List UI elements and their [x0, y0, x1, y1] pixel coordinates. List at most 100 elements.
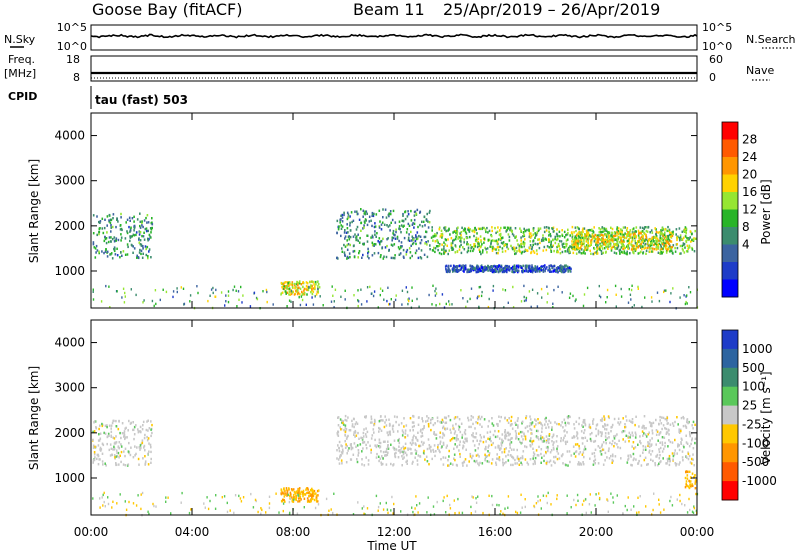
velocity-cell [476, 439, 478, 442]
velocity-cell [424, 458, 426, 461]
velocity-cell [608, 436, 610, 439]
velocity-cell [690, 484, 692, 488]
velocity-cell [398, 441, 401, 445]
power-cell [630, 298, 632, 301]
velocity-cell [403, 456, 405, 459]
power-cell [495, 231, 497, 235]
power-cell [476, 245, 479, 249]
velocity-cell [380, 429, 383, 432]
noise-panel: 10^5 10^0 10^5 10^0 [57, 21, 732, 53]
power-cell [378, 209, 381, 212]
power-cell [452, 248, 455, 251]
power-cell [642, 241, 645, 245]
power-cell [287, 284, 289, 287]
velocity-cell [293, 498, 295, 501]
velocity-cell [510, 448, 513, 451]
power-cell [508, 235, 511, 239]
power-cell [495, 248, 497, 251]
power-cell [683, 294, 685, 297]
power-cell [364, 213, 367, 216]
velocity-cell [597, 432, 600, 435]
power-cell [139, 248, 141, 252]
velocity-cell [97, 444, 100, 447]
velocity-cell [586, 439, 588, 442]
velocity-cell [415, 450, 418, 453]
velocity-cell [666, 422, 669, 425]
power-cell [145, 216, 147, 220]
velocity-cell [418, 416, 420, 419]
power-cell [140, 252, 142, 256]
velocity-cell [357, 431, 359, 435]
power-cell [503, 244, 505, 248]
power-cell [523, 295, 525, 299]
velocity-cell [427, 496, 429, 499]
power-cell [584, 252, 586, 255]
power-cell [618, 249, 621, 252]
power-cell [358, 251, 360, 255]
colorbar-segment [722, 405, 738, 425]
velocity-cell [471, 495, 473, 498]
velocity-cell [599, 431, 602, 434]
velocity-cell [330, 508, 332, 511]
velocity-cell [436, 416, 439, 419]
power-cell [341, 220, 344, 223]
power-cell [317, 284, 319, 288]
power-cell [491, 270, 494, 274]
power-cell [676, 246, 679, 250]
power-cell [506, 226, 509, 229]
velocity-cell [388, 424, 391, 427]
velocity-cell [342, 423, 345, 426]
power-cell [113, 249, 116, 253]
power-cell [555, 232, 558, 236]
velocity-cell [458, 449, 460, 452]
velocity-cell [112, 419, 114, 423]
power-cell [660, 251, 662, 254]
power-cell [623, 236, 626, 239]
velocity-cell [104, 432, 107, 435]
velocity-cell [535, 502, 538, 505]
power-cell [284, 290, 287, 293]
power-cell [570, 245, 573, 249]
velocity-cell [543, 459, 545, 463]
velocity-cell [507, 495, 510, 498]
velocity-cell [519, 511, 522, 514]
power-cell [472, 247, 475, 251]
velocity-cell [395, 420, 397, 424]
power-cell [452, 231, 454, 234]
power-cell [360, 303, 363, 306]
velocity-cell [500, 444, 503, 447]
velocity-cell [462, 464, 464, 467]
velocity-cell [545, 446, 548, 449]
velocity-cell [566, 440, 569, 443]
power-cell [600, 250, 603, 253]
power-cell [583, 239, 585, 242]
velocity-cell [118, 463, 120, 466]
power-cell [101, 217, 104, 220]
power-cell [607, 247, 609, 250]
velocity-cell [529, 445, 532, 448]
power-cell [688, 246, 691, 249]
power-cell [405, 231, 408, 234]
power-cell [583, 293, 586, 296]
power-cell [428, 211, 431, 214]
velocity-cell [531, 421, 534, 424]
velocity-cell [445, 446, 448, 449]
power-cell [644, 246, 647, 250]
power-cell [685, 239, 687, 243]
velocity-cell [92, 459, 95, 462]
power-cell [350, 211, 353, 214]
velocity-cell [452, 463, 454, 466]
power-cell [665, 244, 668, 248]
power-cell [664, 244, 667, 247]
power-cell [409, 251, 412, 254]
power-cell [615, 252, 618, 255]
power-cell [650, 229, 653, 232]
power-cell [647, 225, 650, 229]
velocity-cell [631, 431, 634, 434]
power-cell [579, 239, 581, 242]
velocity-cell [502, 512, 504, 515]
power-cell [133, 234, 136, 237]
velocity-cell [564, 434, 566, 437]
power-cell [657, 245, 660, 248]
power-cell [390, 256, 393, 260]
